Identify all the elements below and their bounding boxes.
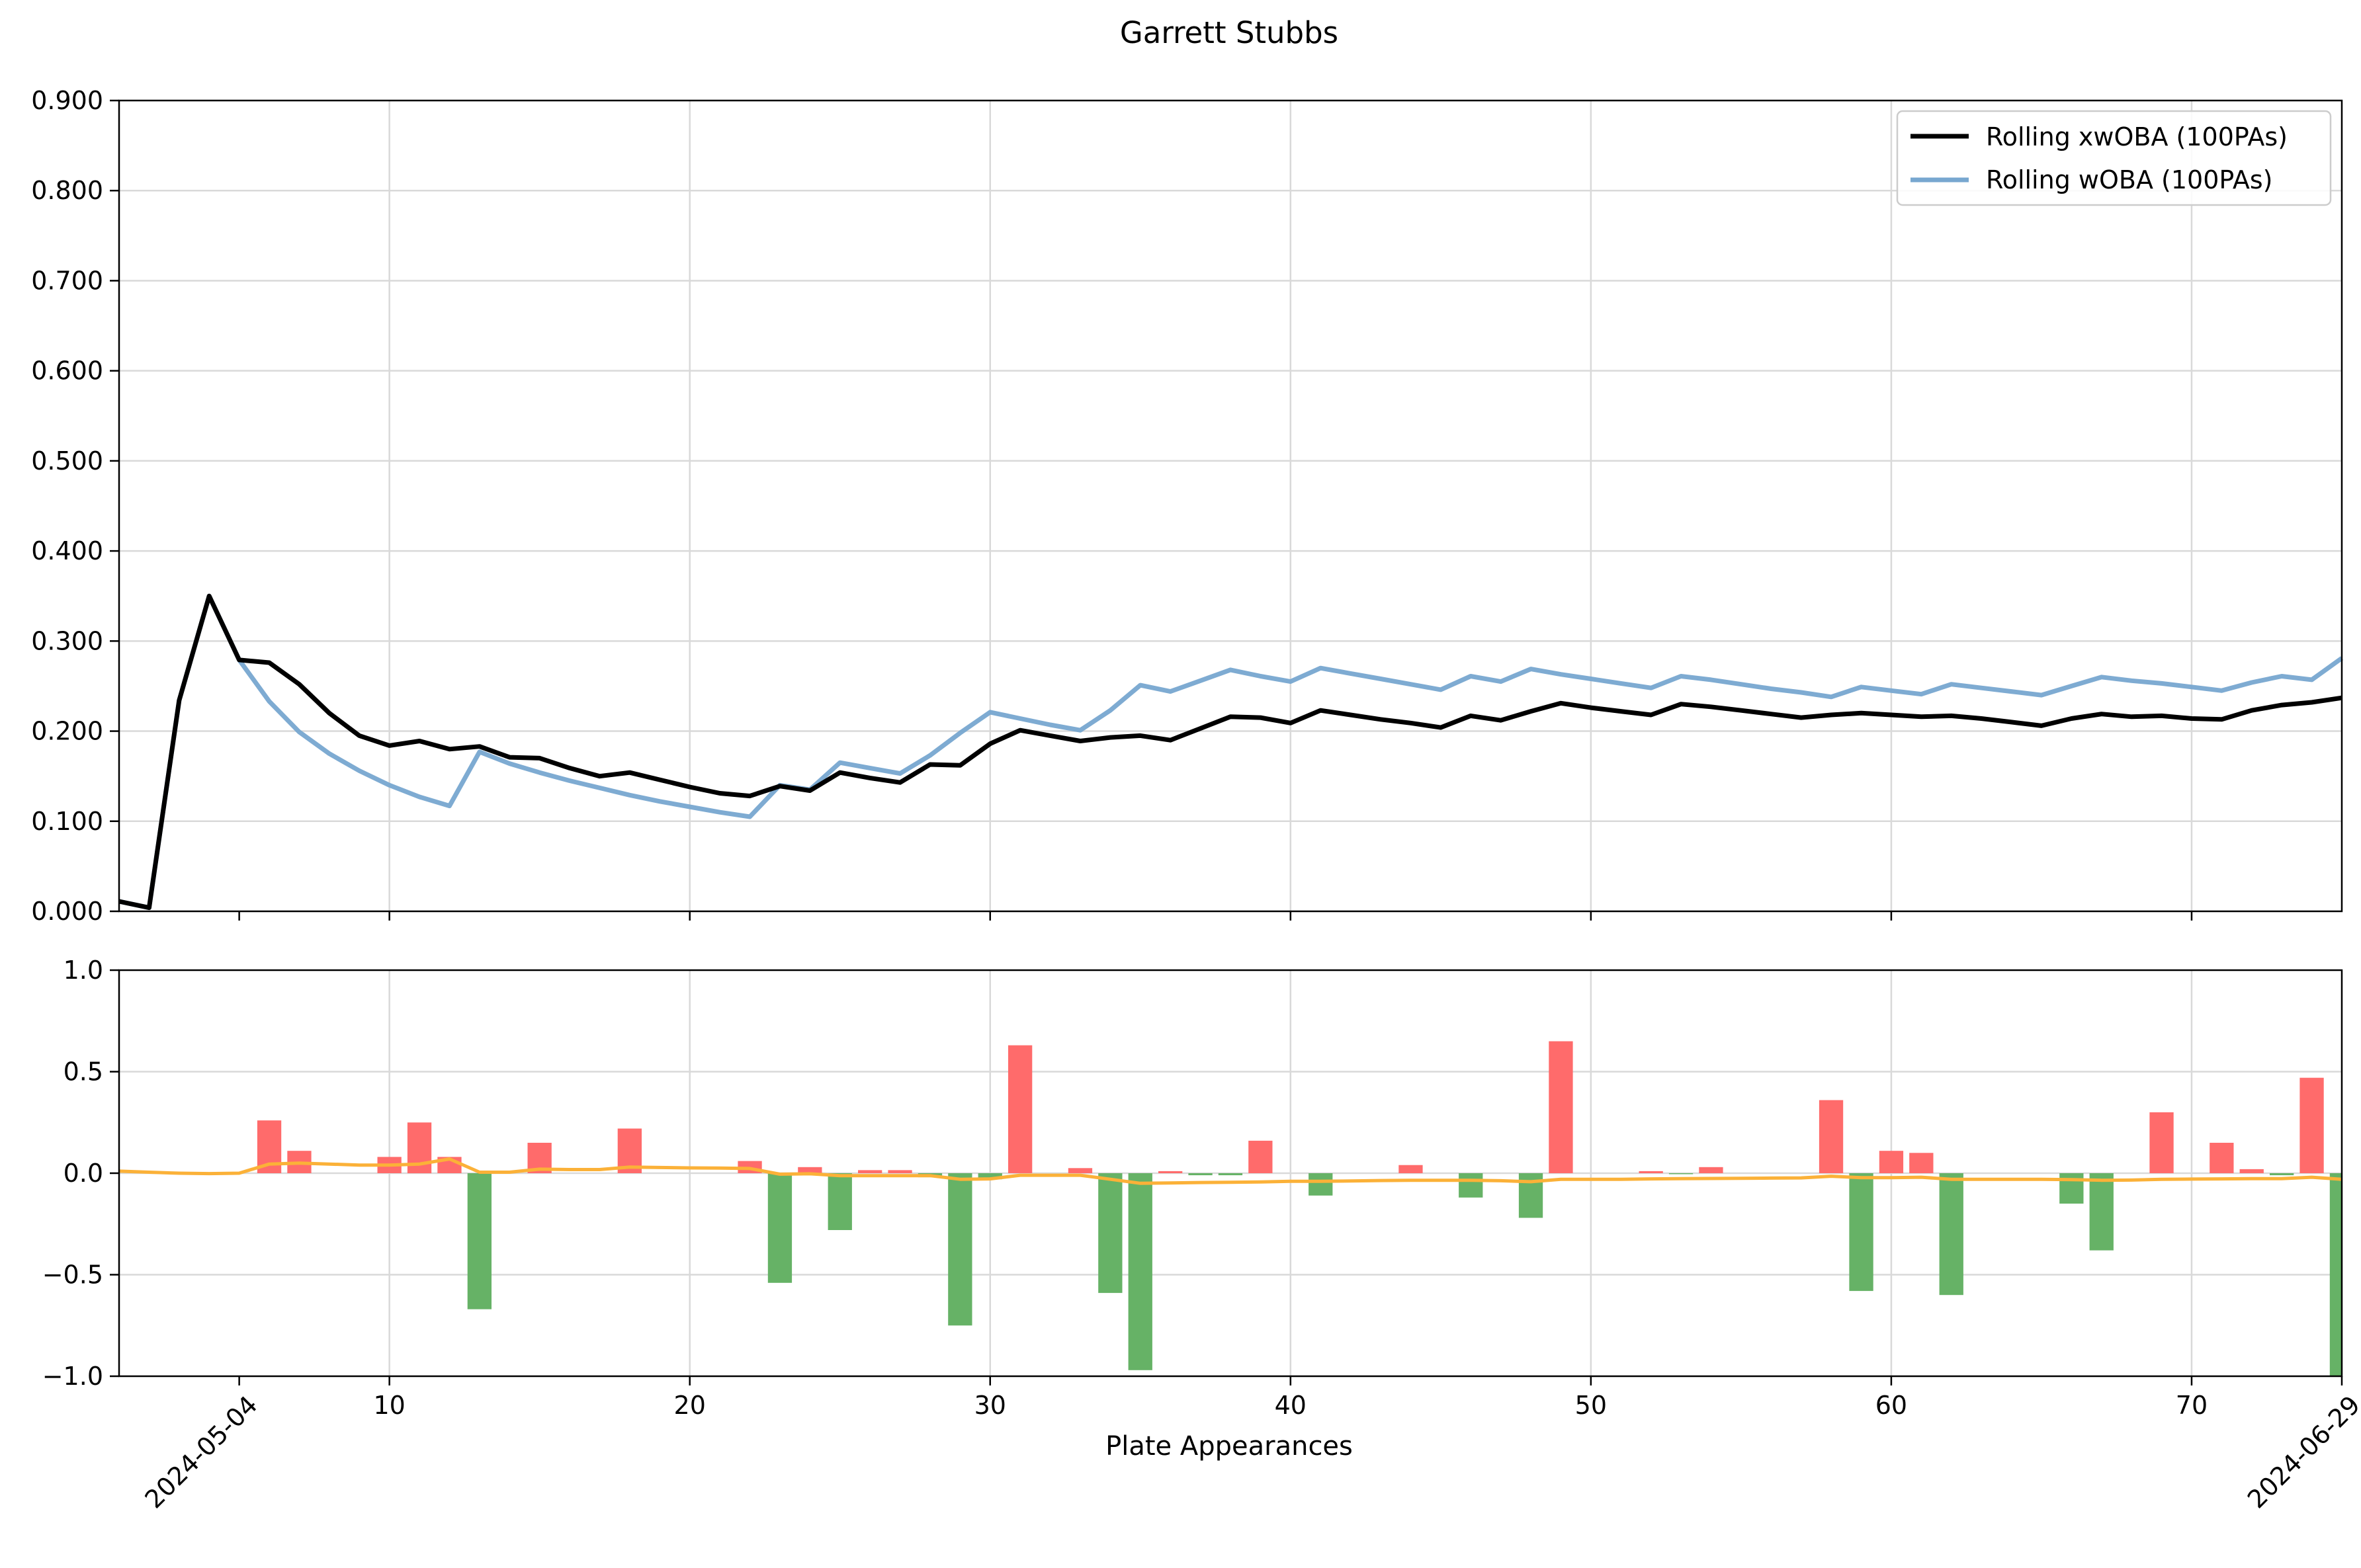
- legend-box: [1896, 110, 2332, 206]
- diff-bar: [1398, 1165, 1423, 1173]
- diff-bar: [2239, 1169, 2264, 1173]
- diff-bar: [798, 1167, 822, 1173]
- diff-bar: [978, 1173, 1002, 1180]
- diff-bar: [1819, 1100, 1844, 1173]
- diff-bar: [1909, 1153, 1934, 1173]
- bottom-y-tick-label: −1.0: [42, 1362, 103, 1391]
- diff-bar: [2270, 1173, 2294, 1176]
- diff-bar: [2210, 1143, 2234, 1173]
- bottom-y-ticks: −1.0 −0.5 0.0 0.5 1.0: [42, 956, 119, 1391]
- top-y-tick-label: 0.500: [31, 446, 103, 475]
- date-label: 2024-05-04: [140, 1390, 263, 1514]
- top-series-lines: [118, 593, 2344, 911]
- diff-bar: [1188, 1173, 1213, 1176]
- top-x-ticks: [238, 911, 2193, 921]
- diff-bar: [1128, 1173, 1152, 1370]
- diff-bar: [888, 1170, 912, 1173]
- top-y-tick-label: 0.000: [31, 897, 103, 926]
- top-y-tick-label: 0.700: [31, 266, 103, 295]
- diff-bar: [2149, 1112, 2174, 1173]
- x-axis-label: Plate Appearances: [1105, 1431, 1353, 1462]
- bottom-y-tick-label: 0.5: [64, 1057, 103, 1087]
- bottom-moving-line: [118, 1157, 2342, 1185]
- diff-bar: [2329, 1173, 2342, 1376]
- bottom-x-tick-label: 30: [974, 1391, 1006, 1420]
- diff-bar: [948, 1173, 972, 1326]
- top-gridlines: [119, 101, 2342, 911]
- diff-bar: [1549, 1041, 1573, 1173]
- bottom-x-tick-label: 70: [2176, 1391, 2208, 1420]
- top-y-tick-label: 0.200: [31, 717, 103, 746]
- xwoba-series-line: [118, 593, 2342, 911]
- diff-bar: [1309, 1173, 1333, 1196]
- top-y-tick-label: 0.400: [31, 536, 103, 565]
- diff-bar: [1158, 1171, 1183, 1173]
- diff-bar: [828, 1173, 852, 1230]
- diff-bar: [1008, 1045, 1033, 1173]
- woba-series-line: [118, 593, 2344, 911]
- legend-woba-label: Rolling wOBA (100PAs): [1986, 165, 2273, 194]
- diff-bar: [2089, 1173, 2114, 1251]
- diff-bar: [1668, 1173, 1694, 1175]
- diff-bar: [767, 1173, 793, 1283]
- diff-bar: [1098, 1173, 1123, 1294]
- top-y-tick-label: 0.800: [31, 176, 103, 205]
- diff-bar: [2059, 1173, 2084, 1204]
- bottom-x-tick-label: 20: [674, 1391, 706, 1420]
- diff-bar: [1459, 1173, 1483, 1198]
- diff-bar: [1639, 1171, 1663, 1173]
- top-y-ticks: 0.000 0.100 0.200 0.300 0.400 0.500 0.600 0.700…: [31, 86, 119, 926]
- legend: Rolling xwOBA (100PAs) Rolling wOBA (100…: [1896, 110, 2332, 206]
- diff-bar: [858, 1170, 882, 1173]
- bottom-y-tick-label: 0.0: [64, 1159, 103, 1188]
- diff-bar: [1939, 1173, 1963, 1296]
- bottom-x-tick-label: 10: [373, 1391, 405, 1420]
- bottom-y-tick-label: 1.0: [64, 956, 103, 985]
- diff-bar: [1699, 1167, 1723, 1173]
- diff-bar: [1879, 1151, 1904, 1173]
- bottom-y-tick-label: −0.5: [42, 1260, 103, 1290]
- top-y-tick-label: 0.300: [31, 626, 103, 655]
- diff-bar: [2299, 1077, 2324, 1173]
- diff-bar: [1068, 1168, 1093, 1173]
- bottom-x-tick-label: 40: [1275, 1391, 1307, 1420]
- top-panel: 0.000 0.100 0.200 0.300 0.400 0.500 0.600 0.700…: [31, 86, 2344, 926]
- bottom-x-tick-label: 50: [1575, 1391, 1607, 1420]
- bottom-x-tick-label: 60: [1875, 1391, 1907, 1420]
- diff-bar: [1849, 1173, 1873, 1292]
- top-axes-frame: [118, 99, 2343, 913]
- diff-bar: [467, 1173, 492, 1309]
- top-y-tick-label: 0.100: [31, 807, 103, 836]
- top-y-tick-label: 0.600: [31, 356, 103, 386]
- chart-title: Garrett Stubbs: [1120, 15, 1338, 50]
- date-label: 2024-06-29: [2242, 1390, 2361, 1514]
- top-y-tick-label: 0.900: [31, 86, 103, 115]
- diff-bar: [1248, 1140, 1273, 1173]
- diff-bar: [1218, 1173, 1243, 1176]
- bottom-panel: −1.0 −0.5 0.0 0.5 1.0 10 20 30 40 50 60 70 2024-05…: [42, 956, 2361, 1514]
- legend-xwoba-label: Rolling xwOBA (100PAs): [1986, 122, 2288, 151]
- bottom-bars: [257, 1041, 2342, 1376]
- bottom-x-ticks: 10 20 30 40 50 60 70: [373, 1376, 2208, 1420]
- rolling-diff-line: [118, 1157, 2342, 1185]
